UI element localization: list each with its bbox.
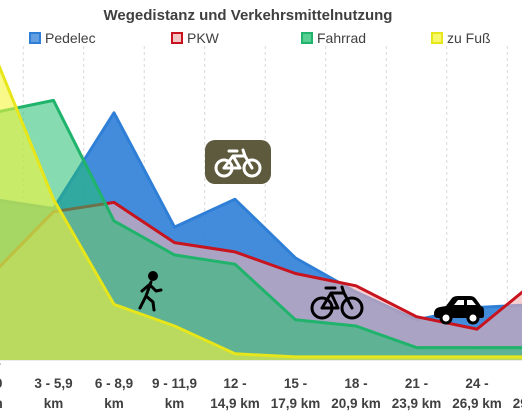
legend-swatch [431,32,443,44]
legend-label: zu Fuß [447,30,491,46]
car-icon [434,296,484,325]
data-point-pkw [233,250,237,254]
legend-label: Fahrrad [317,30,366,46]
data-point-fahrrad [112,219,116,223]
data-point-fahrrad [233,263,237,266]
data-point-pkw [415,315,418,318]
data-point-fahrrad [354,324,358,328]
data-point-zu-fuss [475,355,479,359]
data-point-zu-fuss [112,303,116,306]
data-point-pkw [475,327,479,331]
legend-item-zu-fuss: zu Fuß [431,30,491,46]
data-point-zu-fuss [415,355,418,359]
data-point-zu-fuss [233,352,237,356]
data-point-zu-fuss [354,355,358,359]
data-point-pkw [354,284,358,288]
data-point-pedelec [112,111,116,115]
x-tick-label: 9 - 11,9 km [152,376,197,411]
x-tick-label: 0 -2,9km [0,356,3,411]
x-tick-label: 6 - 8,9 km [95,376,133,411]
x-tick-label: 18 -20,9 km [331,376,381,411]
data-point-pedelec [233,198,237,201]
data-point-pedelec [294,256,297,260]
legend-label: Pedelec [45,30,96,46]
legend-item-fahrrad: Fahrrad [301,30,366,46]
x-tick-label: 3 - 5,9 km [34,376,72,411]
legend-item-pedelec: Pedelec [29,30,96,46]
bicycle-badge-icon [205,140,271,184]
plot-area [0,64,522,360]
icons-layer [138,140,484,325]
x-tick-label: 15 -17,9 km [271,376,321,411]
data-point-fahrrad [173,253,176,257]
data-point-fahrrad [294,318,297,322]
data-point-pkw [294,272,297,275]
data-point-fahrrad [475,346,479,349]
data-point-fahrrad [415,346,418,349]
x-tick-label: 24 -26,9 km [452,376,502,411]
x-tick-label: 12 -14,9 km [210,376,260,411]
x-axis: 0 -2,9km 3 - 5,9km 6 - 8,9km 9 - 11,9km 12 -… [0,356,522,411]
data-point-fahrrad [52,99,55,102]
x-tick-label: 21 -23,9 km [392,376,442,411]
data-point-pkw [173,241,176,244]
bicycle-icon [310,285,364,320]
chart-title: Wegedistanz und Verkehrsmittelnutzung [104,7,393,24]
legend-swatch [29,32,41,44]
data-point-pkw [112,201,116,204]
data-point-zu-fuss [52,198,55,201]
series-line-fahrrad [0,98,522,350]
series-line-zu-fuss [0,64,522,359]
legend: Pedelec PKW Fahrrad zu Fuß [29,30,491,46]
x-tick-label: 27 -29,9 km [513,376,522,411]
data-point-zu-fuss [173,324,176,328]
legend-item-pkw: PKW [171,30,220,46]
pedestrian-icon [138,271,163,312]
legend-swatch [171,32,183,44]
area-zu-fuss [0,68,522,360]
legend-label: PKW [187,30,220,46]
area-fahrrad [0,100,522,360]
data-point-pedelec [173,225,176,229]
data-point-zu-fuss [294,355,297,359]
legend-swatch [301,32,313,44]
